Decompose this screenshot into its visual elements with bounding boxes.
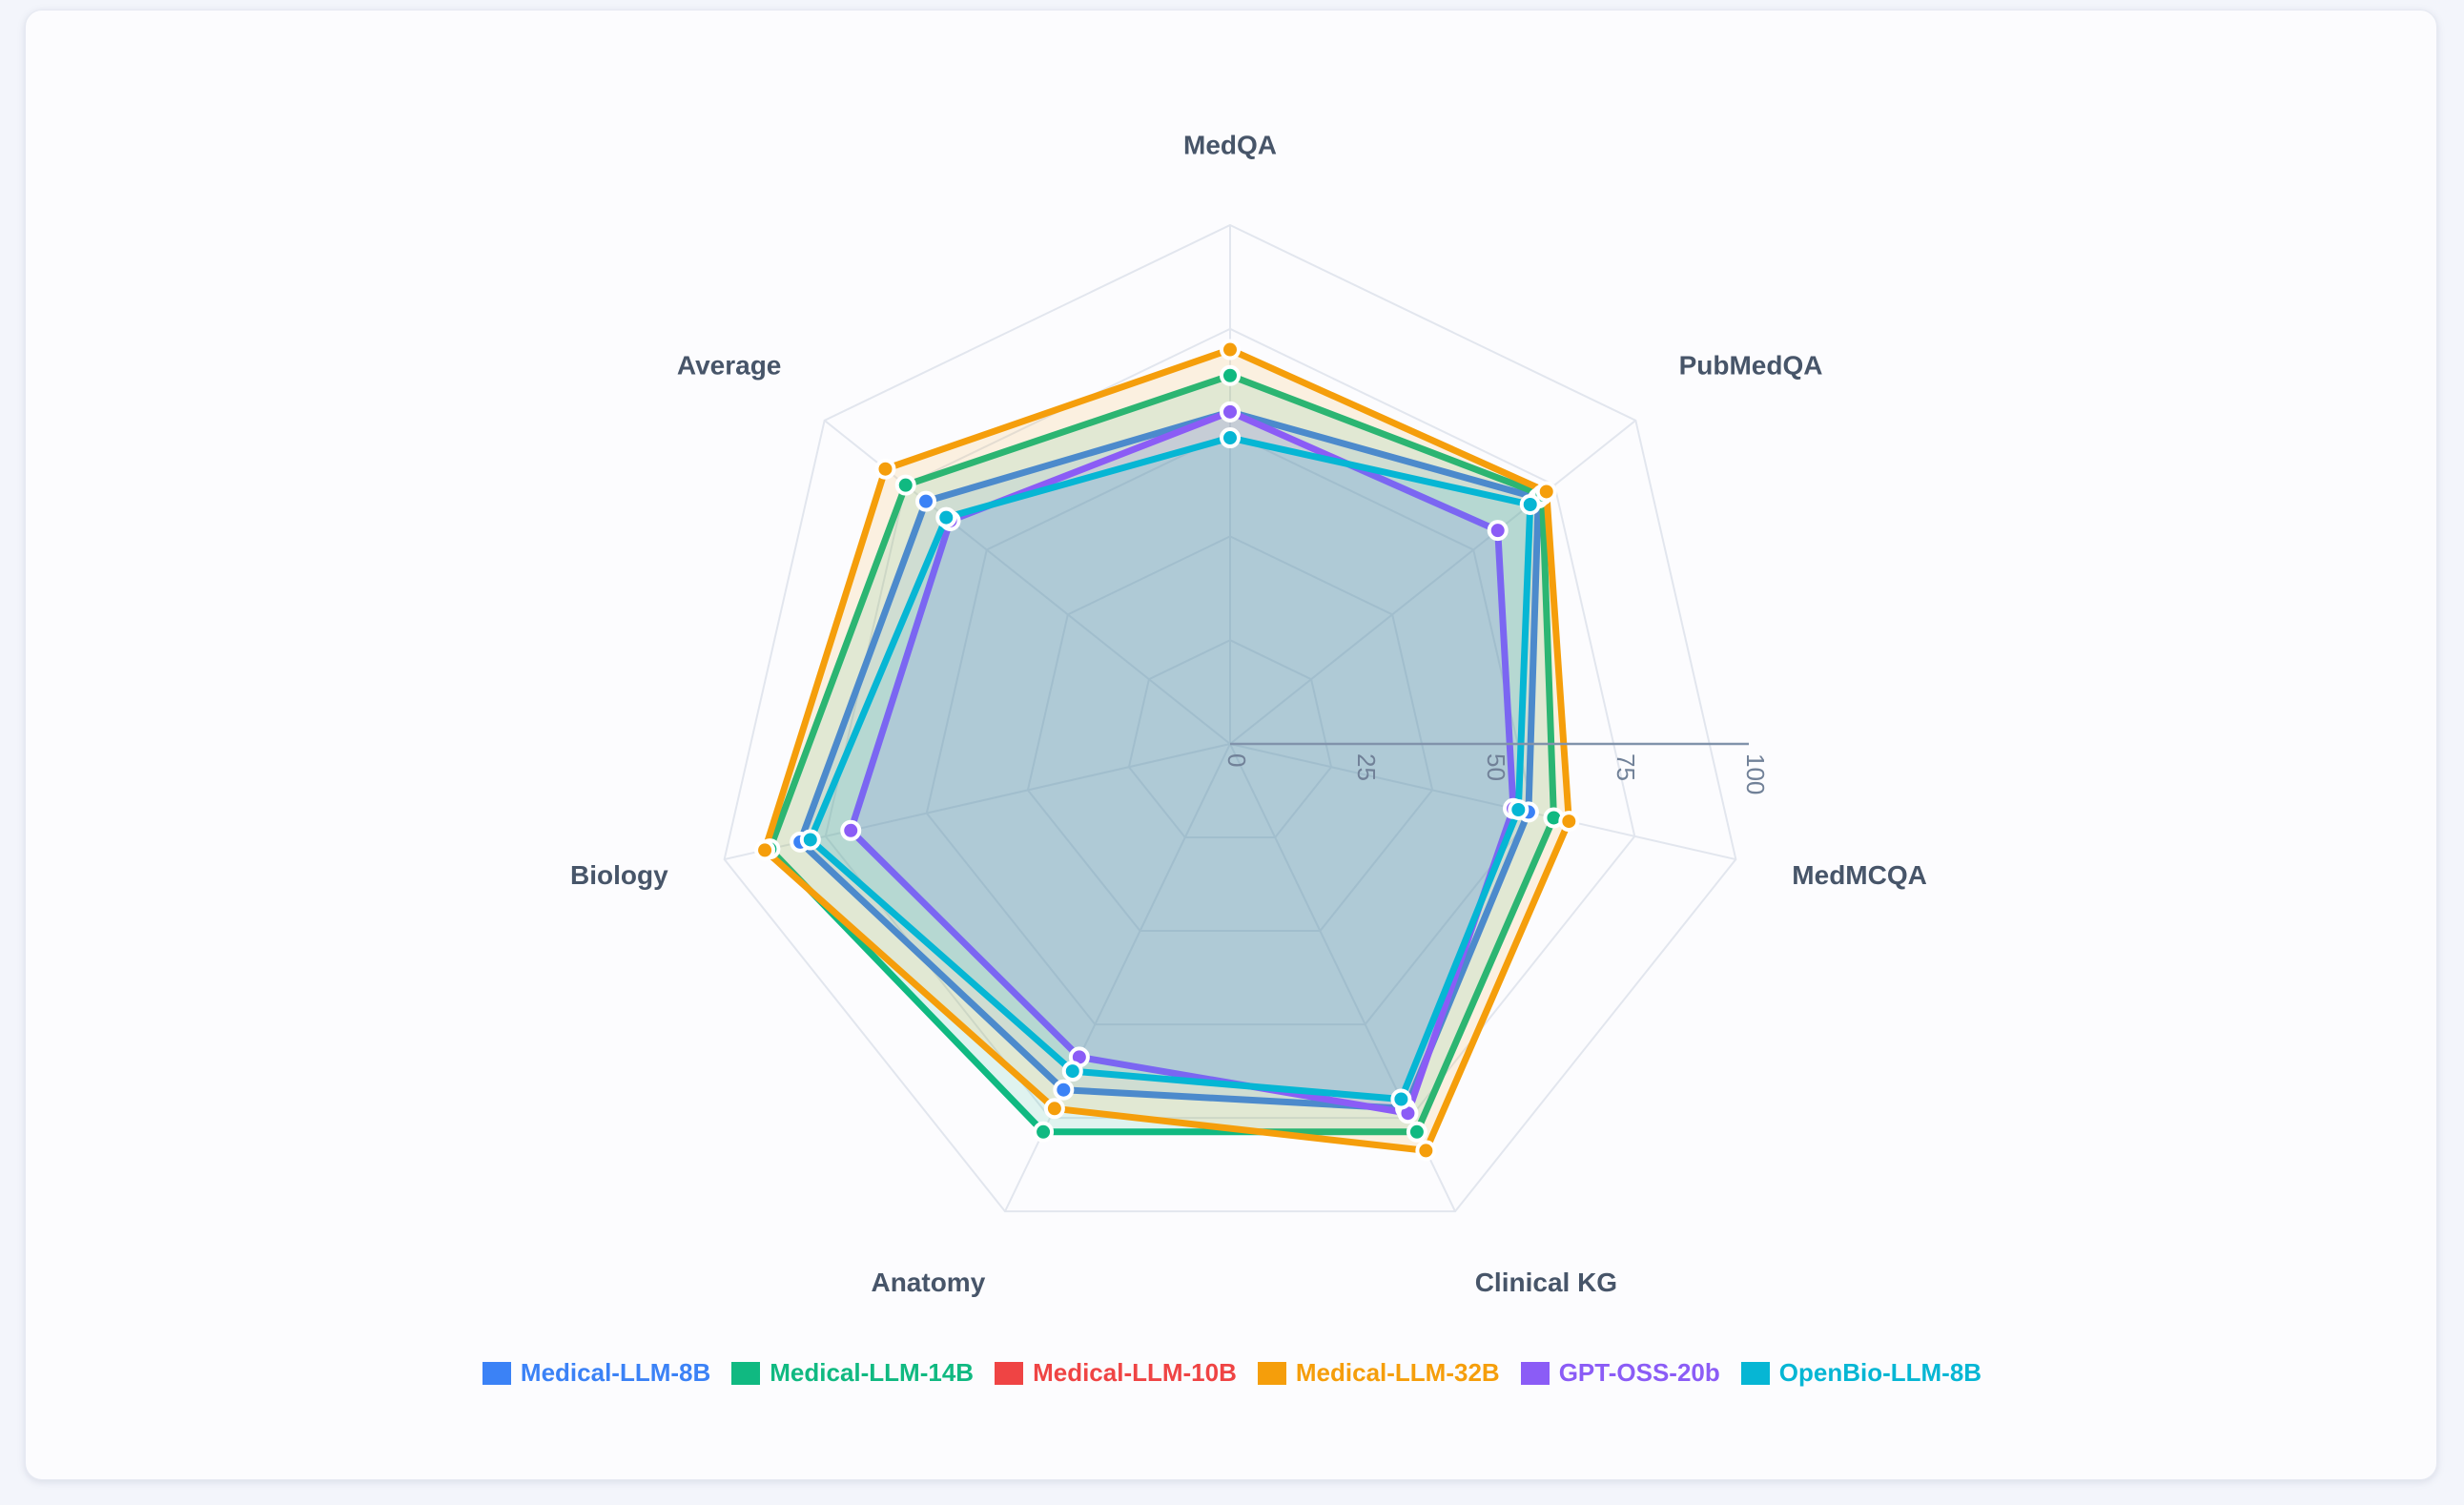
grid-spoke <box>1229 420 1636 745</box>
axis-label-medqa: MedQA <box>1183 130 1277 159</box>
legend-swatch <box>482 1361 511 1385</box>
legend-label: Medical-LLM-8B <box>520 1358 711 1387</box>
data-point-OpenBio-LLM-8B <box>1061 1061 1083 1082</box>
data-point-Medical-LLM-32B <box>1220 339 1241 361</box>
data-point-Medical-LLM-8B <box>1053 1079 1075 1101</box>
grid-ring <box>1127 639 1333 839</box>
data-point-Medical-LLM-32B <box>1535 481 1557 503</box>
legend-item[interactable]: OpenBio-LLM-8B <box>1740 1358 1982 1388</box>
legend-item[interactable]: Medical-LLM-32B <box>1257 1358 1500 1388</box>
grid-ring <box>1026 535 1434 933</box>
data-point-Medical-LLM-32B <box>874 458 896 480</box>
axis-label-anatomy: Anatomy <box>871 1268 985 1297</box>
legend-label: GPT-OSS-20b <box>1558 1358 1720 1387</box>
radial-tick-label: 25 <box>1352 753 1381 781</box>
legend-label: Medical-LLM-10B <box>1033 1358 1237 1387</box>
radial-tick-label: 0 <box>1222 753 1251 767</box>
series-OpenBio-LLM-8B <box>807 434 1534 1103</box>
series-Medical-LLM-8B <box>796 408 1542 1112</box>
legend-swatch <box>731 1361 761 1385</box>
legend-item[interactable]: Medical-LLM-8B <box>482 1358 711 1388</box>
data-point-Medical-LLM-32B <box>1558 811 1580 833</box>
radial-tick-label: 100 <box>1741 753 1770 794</box>
data-point-Medical-LLM-32B <box>1415 1140 1437 1162</box>
data-point-Medical-LLM-32B <box>754 839 776 861</box>
data-point-OpenBio-LLM-8B <box>1220 427 1241 449</box>
data-point-GPT-OSS-20b <box>840 819 862 841</box>
axis-label-pubmedqa: PubMedQA <box>1679 351 1823 381</box>
axis-label-biology: Biology <box>570 860 668 890</box>
legend-label: Medical-LLM-14B <box>770 1358 975 1387</box>
data-point-Medical-LLM-8B <box>915 490 937 512</box>
grid-ring <box>925 431 1535 1026</box>
legend-label: Medical-LLM-32B <box>1295 1358 1500 1387</box>
data-point-OpenBio-LLM-8B <box>935 506 957 528</box>
legend-item[interactable]: Medical-LLM-14B <box>731 1358 974 1388</box>
axis-label-average: Average <box>677 351 781 381</box>
data-point-Medical-LLM-32B <box>1043 1098 1065 1120</box>
legend-item[interactable]: GPT-OSS-20b <box>1520 1358 1720 1388</box>
legend-swatch <box>995 1361 1024 1385</box>
data-point-OpenBio-LLM-8B <box>1390 1088 1412 1110</box>
radial-tick-label: 50 <box>1482 753 1510 781</box>
data-point-GPT-OSS-20b <box>1220 401 1241 423</box>
data-point-Medical-LLM-14B <box>894 474 916 496</box>
axis-label-medmcqa: MedMCQA <box>1792 860 1927 890</box>
legend-label: OpenBio-LLM-8B <box>1778 1358 1982 1387</box>
radial-tick-label: 75 <box>1612 753 1640 781</box>
grid-spoke <box>1229 743 1736 861</box>
legend-swatch <box>1520 1361 1550 1385</box>
axis-label-clinical-kg: Clinical KG <box>1475 1268 1617 1297</box>
grid-ring <box>824 327 1636 1120</box>
data-point-OpenBio-LLM-8B <box>1508 798 1530 820</box>
grid-ring <box>723 223 1737 1213</box>
data-point-Medical-LLM-14B <box>1406 1121 1427 1143</box>
data-point-OpenBio-LLM-8B <box>799 829 821 851</box>
legend: Medical-LLM-8B Medical-LLM-14B Medical-LLM… <box>0 1358 2464 1388</box>
legend-swatch <box>1257 1361 1286 1385</box>
data-point-GPT-OSS-20b <box>1487 520 1509 542</box>
legend-swatch <box>1740 1361 1770 1385</box>
data-point-Medical-LLM-14B <box>1033 1121 1055 1143</box>
series-Medical-LLM-32B <box>761 346 1572 1154</box>
data-point-OpenBio-LLM-8B <box>1519 494 1541 516</box>
legend-item[interactable]: Medical-LLM-10B <box>995 1358 1237 1388</box>
data-point-Medical-LLM-14B <box>1220 364 1241 386</box>
